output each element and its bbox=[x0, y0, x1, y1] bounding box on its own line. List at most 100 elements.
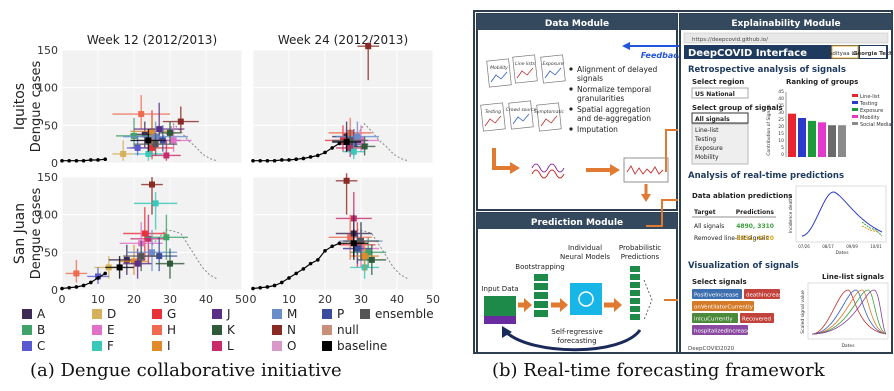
prediction-module-title: Prediction Module bbox=[531, 218, 623, 228]
y-tick-label: 0 bbox=[51, 157, 58, 170]
logo-1 bbox=[831, 45, 859, 59]
legend-label: O bbox=[287, 339, 296, 353]
self-regressive-label-2: forecasting bbox=[557, 337, 596, 345]
prediction-ensemble bbox=[332, 129, 369, 152]
browser-bar bbox=[683, 32, 889, 44]
prediction-G bbox=[123, 207, 167, 260]
legend-swatch bbox=[22, 309, 32, 319]
prediction-baseline bbox=[339, 229, 369, 260]
prediction-N bbox=[162, 106, 199, 133]
neural-label-1: Individual bbox=[568, 244, 602, 252]
prediction-N bbox=[357, 42, 379, 81]
app-title: DeepCOVID Interface bbox=[688, 48, 807, 59]
select-region-label: Select region bbox=[692, 78, 744, 86]
prediction-point bbox=[138, 111, 145, 118]
neural-model-icon bbox=[578, 291, 594, 307]
prediction-point bbox=[358, 238, 364, 245]
observed-point bbox=[272, 283, 277, 288]
prediction-point bbox=[347, 137, 354, 144]
prediction-M bbox=[126, 229, 178, 272]
ranking-tick: 5 bbox=[781, 145, 784, 151]
group-select-value: All signals bbox=[695, 116, 730, 123]
group-option: Mobility bbox=[695, 154, 719, 161]
legend-label: E bbox=[107, 323, 115, 337]
prediction-point bbox=[73, 270, 80, 277]
bullet-text: Spatial aggregation bbox=[577, 105, 651, 114]
ranking-tick: 10 bbox=[778, 138, 784, 144]
data-pipeline-arrowhead2 bbox=[610, 164, 620, 176]
prediction-point bbox=[138, 253, 145, 260]
prediction-point bbox=[116, 264, 123, 271]
row-label: San Juan bbox=[12, 203, 28, 264]
observed-point bbox=[308, 261, 313, 266]
legend-label: M bbox=[287, 307, 297, 321]
legend-label: null bbox=[337, 323, 359, 337]
legend-swatch bbox=[272, 309, 282, 319]
caption-right: (b) Real-time forecasting framework bbox=[492, 360, 825, 381]
legend-label: L bbox=[227, 339, 234, 353]
observed-point bbox=[60, 158, 64, 163]
lineplot-curve bbox=[811, 289, 887, 335]
observed-point bbox=[67, 285, 71, 290]
legend-label: I bbox=[167, 339, 171, 353]
ranking-tick: 35 bbox=[778, 103, 784, 109]
prediction-module-header bbox=[477, 213, 677, 229]
ranking-legend-swatch bbox=[852, 101, 858, 104]
observed-point bbox=[294, 271, 299, 276]
region-select-value: US National bbox=[695, 91, 735, 98]
prediction-K bbox=[155, 248, 185, 279]
group-dropdown bbox=[691, 123, 749, 165]
signal-chip bbox=[692, 289, 742, 299]
observed-point bbox=[330, 146, 335, 150]
legend-label: J bbox=[226, 307, 231, 321]
prediction-ensemble bbox=[123, 241, 160, 272]
prediction-point bbox=[368, 256, 375, 263]
y-tick-label: 50 bbox=[44, 119, 58, 132]
source-icon-sparkline bbox=[512, 113, 530, 125]
observed-point bbox=[251, 158, 255, 163]
prediction-point bbox=[365, 249, 372, 256]
ranking-bar bbox=[808, 120, 816, 157]
mini-chart-xtick: 08/17 bbox=[822, 244, 834, 249]
legend-label: H bbox=[167, 323, 176, 337]
bullet-text-cont: granularities bbox=[577, 94, 624, 103]
dengue-figure: Week 12 (2012/2013) Week 24 (2012/2013) Iq… bbox=[12, 33, 440, 381]
observed-point bbox=[280, 158, 284, 162]
prediction-point bbox=[361, 143, 368, 150]
ranking-legend-swatch bbox=[852, 122, 858, 125]
prediction-I bbox=[119, 244, 149, 275]
app-footer: DeepCOVID2020 bbox=[688, 346, 735, 352]
logo-1-text: Adityaa Lab bbox=[829, 51, 862, 57]
signal-chip bbox=[692, 325, 748, 335]
x-tick-label: 20 bbox=[127, 293, 141, 306]
legend-swatch bbox=[322, 341, 332, 351]
self-regressive-arrowhead bbox=[502, 326, 512, 338]
ranking-tick: 0 bbox=[781, 152, 784, 158]
source-icon-label: Testing bbox=[485, 109, 501, 115]
arrow-neural-prob-head bbox=[614, 298, 622, 312]
mini-chart-xtick: 09/09 bbox=[846, 244, 858, 249]
realtime-heading: Analysis of real-time predictions bbox=[688, 171, 844, 181]
prob-prediction-block bbox=[630, 282, 640, 288]
link-to-ablation bbox=[646, 199, 678, 227]
prediction-point bbox=[120, 150, 127, 157]
bullet-text-cont: and de-aggregation bbox=[577, 114, 651, 123]
prediction-point bbox=[167, 129, 173, 136]
ranking-tick: 30 bbox=[778, 110, 784, 116]
y-axis-label: Dengue cases bbox=[29, 61, 44, 153]
ranking-tick: 45 bbox=[778, 89, 784, 95]
ranking-legend-label: Testing bbox=[859, 101, 878, 107]
legend-swatch bbox=[212, 341, 222, 351]
observed-point bbox=[265, 285, 270, 289]
legend-label: B bbox=[37, 323, 45, 337]
feedback-label: Feedback bbox=[641, 51, 684, 60]
prediction-point bbox=[145, 137, 152, 144]
self-regressive-label-1: Self-regressive bbox=[551, 328, 603, 336]
mini-chart-xlabel: Dates bbox=[835, 250, 849, 256]
x-tick-label: 40 bbox=[199, 293, 213, 306]
y-tick-label: 0 bbox=[51, 284, 58, 297]
prediction-N bbox=[141, 177, 163, 215]
source-icon-sparkline bbox=[544, 67, 562, 79]
framework-diagram-svg: Data Module Feedback Mobility Line lists Exp… bbox=[473, 10, 893, 354]
legend-swatch bbox=[272, 325, 282, 335]
